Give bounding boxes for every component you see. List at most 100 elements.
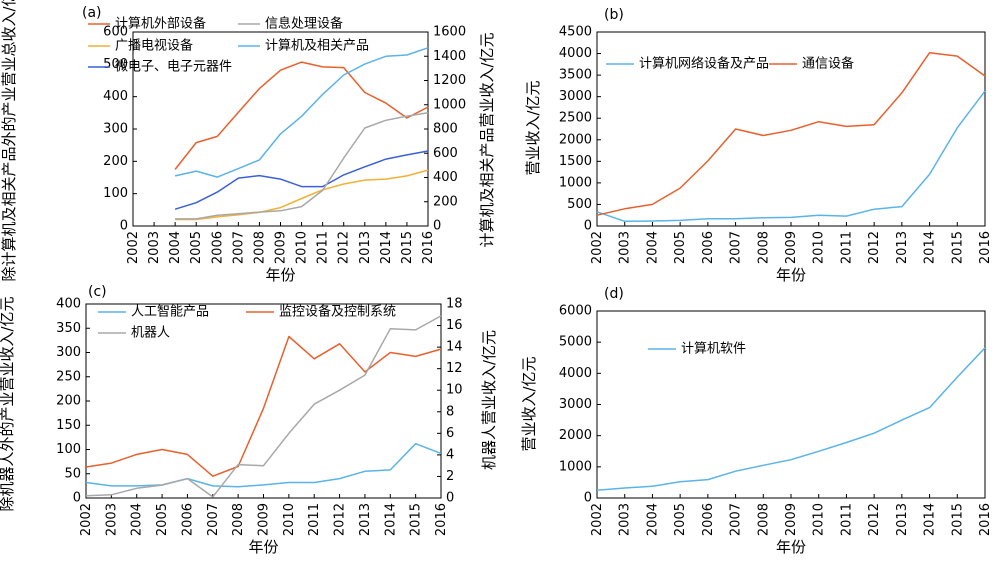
- y-tick-label: 3500: [559, 68, 592, 83]
- y-tick-label: 500: [103, 57, 128, 72]
- series-line: [85, 335, 442, 477]
- x-tick-label: 2005: [155, 503, 170, 536]
- series-line: [596, 51, 986, 216]
- y-right-tick-label: 200: [433, 194, 458, 209]
- legend-label: 信息处理设备: [265, 16, 343, 32]
- y-tick-label: 0: [584, 219, 592, 234]
- series-line: [596, 347, 986, 491]
- x-axis-title: 年份: [776, 266, 806, 284]
- y-tick-label: 0: [120, 219, 128, 234]
- x-tick-label: 2003: [618, 231, 633, 264]
- x-tick-label: 2011: [839, 503, 854, 536]
- y-right-tick-label: 18: [446, 297, 463, 312]
- x-tick-label: 2003: [147, 231, 162, 264]
- y-tick-label: 150: [56, 418, 81, 433]
- panel-label: (b): [604, 7, 624, 23]
- y-right-axis-title: 机器人营业收入/亿元: [480, 330, 498, 470]
- x-tick-label: 2015: [950, 231, 965, 264]
- y-right-tick-label: 1600: [433, 25, 466, 40]
- x-tick-label: 2003: [104, 503, 119, 536]
- legend-label: 计算机软件: [681, 342, 746, 357]
- y-right-tick-label: 10: [446, 383, 463, 398]
- y-tick-label: 100: [103, 186, 128, 201]
- x-tick-label: 2012: [333, 503, 348, 536]
- y-axis-title: 营业收入/亿元: [520, 356, 538, 451]
- x-tick-label: 2009: [257, 503, 272, 536]
- x-tick-label: 2016: [421, 231, 436, 264]
- x-tick-label: 2004: [130, 503, 145, 536]
- x-tick-label: 2010: [295, 231, 310, 264]
- x-tick-label: 2005: [673, 231, 688, 264]
- x-tick-label: 2016: [978, 503, 993, 536]
- x-tick-label: 2007: [729, 503, 744, 536]
- x-tick-label: 2014: [383, 503, 398, 536]
- y-tick-label: 0: [584, 491, 592, 506]
- y-right-tick-label: 0: [446, 491, 454, 506]
- y-right-tick-label: 6: [446, 426, 454, 441]
- x-tick-label: 2005: [673, 503, 688, 536]
- y-right-tick-label: 400: [433, 170, 458, 185]
- y-tick-label: 3000: [559, 397, 592, 412]
- x-tick-label: 2013: [895, 503, 910, 536]
- x-tick-label: 2011: [307, 503, 322, 536]
- x-tick-label: 2013: [358, 503, 373, 536]
- x-tick-label: 2015: [400, 231, 415, 264]
- y-tick-label: 400: [56, 297, 81, 312]
- x-tick-label: 2009: [274, 231, 289, 264]
- y-axis-title: 除机器人外的产业营业收入/亿元: [0, 296, 16, 511]
- x-tick-label: 2006: [210, 231, 225, 264]
- y-tick-label: 3000: [559, 89, 592, 104]
- series-line: [175, 169, 429, 221]
- panel-b: 0 500 1000 1500 2000 2500 3000 3500 4000 4500 2002…: [524, 7, 993, 284]
- y-right-tick-label: 4: [446, 447, 454, 462]
- x-tick-label: 2008: [756, 231, 771, 264]
- y-tick-label: 100: [56, 442, 81, 457]
- x-tick-label: 2006: [701, 231, 716, 264]
- y-axis-title: 营业收入/亿元: [524, 80, 542, 175]
- x-tick-label: 2014: [923, 503, 938, 536]
- y-right-tick-label: 14: [446, 340, 463, 355]
- y-right-tick-label: 2: [446, 469, 454, 484]
- x-tick-label: 2003: [618, 503, 633, 536]
- y-tick-label: 350: [56, 321, 81, 336]
- x-tick-label: 2005: [189, 231, 204, 264]
- x-tick-label: 2014: [379, 231, 394, 264]
- series-line: [174, 150, 429, 210]
- x-tick-label: 2012: [867, 231, 882, 264]
- y-tick-label: 4000: [559, 366, 592, 381]
- x-tick-label: 2004: [645, 503, 660, 536]
- y-tick-label: 300: [56, 345, 81, 360]
- legend-label: 监控设备及控制系统: [279, 304, 396, 320]
- x-tick-label: 2004: [168, 231, 183, 264]
- y-tick-label: 200: [56, 394, 81, 409]
- y-tick-label: 5000: [559, 335, 592, 350]
- x-tick-label: 2002: [126, 231, 141, 264]
- x-tick-label: 2002: [590, 503, 605, 536]
- x-axis-title: 年份: [248, 538, 278, 556]
- y-tick-label: 6000: [559, 304, 592, 319]
- x-tick-label: 2015: [950, 503, 965, 536]
- x-tick-label: 2012: [337, 231, 352, 264]
- x-tick-label: 2007: [231, 231, 246, 264]
- panel-c: 0 50 100 150 200 250 300 350 400 0 2 4 6 8 10 12 14 16 18 2…: [0, 284, 498, 556]
- y-tick-label: 4500: [559, 25, 592, 40]
- y-tick-label: 50: [64, 466, 81, 481]
- y-tick-label: 2000: [559, 428, 592, 443]
- x-tick-label: 2002: [590, 231, 605, 264]
- x-tick-label: 2012: [867, 503, 882, 536]
- legend-label: 人工智能产品: [131, 305, 209, 320]
- x-tick-label: 2002: [79, 503, 94, 536]
- y-tick-label: 250: [56, 369, 81, 384]
- y-right-tick-label: 1400: [433, 49, 466, 64]
- x-tick-label: 2009: [784, 231, 799, 264]
- legend-label: 计算机网络设备及产品: [639, 56, 769, 72]
- legend-label: 计算机及相关产品: [265, 39, 369, 54]
- x-tick-label: 2010: [812, 503, 827, 536]
- series-line: [596, 90, 986, 223]
- series-line: [175, 112, 429, 220]
- plot-frame: [596, 310, 986, 499]
- x-tick-label: 2014: [923, 231, 938, 264]
- x-tick-label: 2013: [895, 231, 910, 264]
- x-tick-label: 2009: [784, 503, 799, 536]
